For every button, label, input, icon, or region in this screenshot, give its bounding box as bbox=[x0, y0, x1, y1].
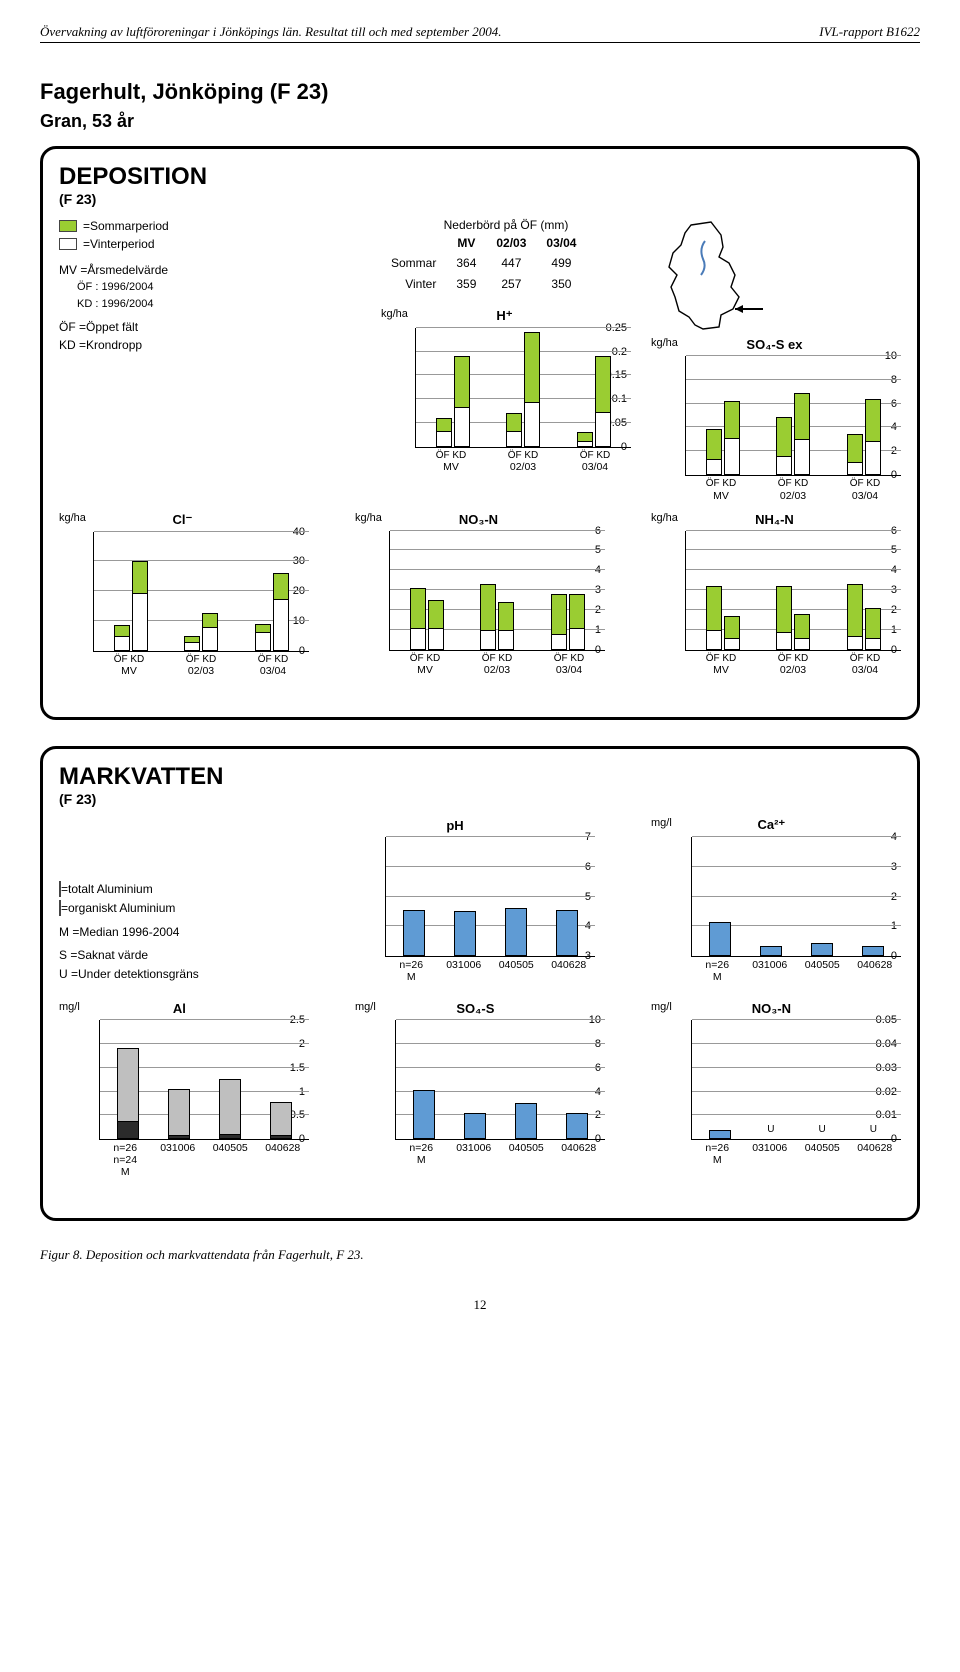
page-header: Övervakning av luftföroreningar i Jönköp… bbox=[40, 24, 920, 43]
page-number: 12 bbox=[40, 1297, 920, 1313]
map-outline bbox=[651, 217, 781, 337]
chart-al: mg/lAl00.511.522.5n=26n=24M0310060405050… bbox=[59, 1001, 309, 1178]
markvatten-title: MARKVATTEN bbox=[59, 763, 901, 791]
species-age: Gran, 53 år bbox=[40, 111, 920, 132]
legend-total-al: =totalt Aluminium bbox=[61, 882, 153, 896]
deposition-sub: (F 23) bbox=[59, 191, 901, 207]
deposition-title: DEPOSITION bbox=[59, 163, 901, 191]
header-left: Övervakning av luftföroreningar i Jönköp… bbox=[40, 24, 502, 40]
header-right: IVL-rapport B1622 bbox=[819, 24, 920, 40]
precip-caption: Nederbörd på ÖF (mm) bbox=[381, 217, 631, 233]
chart-so4-s-ex: kg/haSO₄-S ex0246810ÖF KDMVÖF KD02/03ÖF … bbox=[651, 337, 901, 502]
legend-of-range: ÖF : 1996/2004 bbox=[59, 279, 259, 296]
chart-mv-no3: mg/lNO₃-N00.010.020.030.040.05UUUn=26M03… bbox=[651, 1001, 901, 1178]
figure-caption: Figur 8. Deposition och markvattendata f… bbox=[40, 1247, 920, 1263]
location-title: Fagerhult, Jönköping (F 23) bbox=[40, 79, 920, 105]
legend-summer: =Sommarperiod bbox=[83, 217, 169, 235]
legend-saknat: S =Saknat värde bbox=[59, 946, 289, 965]
markvatten-legend: =totalt Aluminium =organiskt Aluminium M… bbox=[59, 880, 289, 983]
chart-nh4-n: kg/haNH₄-N0123456ÖF KDMVÖF KD02/03ÖF KD0… bbox=[651, 512, 901, 678]
chart-ca: mg/lCa²⁺01234n=26M031006040505040628 bbox=[651, 817, 901, 983]
chart-mv-so4: mg/lSO₄-S0246810n=26M031006040505040628 bbox=[355, 1001, 605, 1178]
markvatten-panel: MARKVATTEN (F 23) =totalt Aluminium =org… bbox=[40, 746, 920, 1221]
legend-winter: =Vinterperiod bbox=[83, 235, 155, 253]
markvatten-sub: (F 23) bbox=[59, 791, 901, 807]
deposition-legend: =Sommarperiod =Vinterperiod MV =Årsmedel… bbox=[59, 217, 259, 502]
legend-kd-range: KD : 1996/2004 bbox=[59, 296, 259, 313]
swatch-winter bbox=[59, 238, 77, 250]
legend-median: M =Median 1996-2004 bbox=[59, 923, 289, 942]
precip-table: Nederbörd på ÖF (mm) MV02/0303/04Sommar3… bbox=[381, 217, 631, 294]
chart-h-plus: kg/haH⁺00.050.10.150.20.25ÖF KDMVÖF KD02… bbox=[381, 308, 631, 474]
deposition-panel: DEPOSITION (F 23) =Sommarperiod =Vinterp… bbox=[40, 146, 920, 720]
chart-cl: kg/haCl⁻010203040ÖF KDMVÖF KD02/03ÖF KD0… bbox=[59, 512, 309, 678]
chart-no3-n: kg/haNO₃-N0123456ÖF KDMVÖF KD02/03ÖF KD0… bbox=[355, 512, 605, 678]
swatch-summer bbox=[59, 220, 77, 232]
legend-of2: ÖF =Öppet fält bbox=[59, 318, 259, 336]
legend-under: U =Under detektionsgräns bbox=[59, 965, 289, 984]
legend-org-al: =organiskt Aluminium bbox=[61, 901, 175, 915]
chart-ph: pH34567n=26M031006040505040628 bbox=[345, 818, 595, 983]
legend-kd2: KD =Krondropp bbox=[59, 336, 259, 354]
legend-mv: MV =Årsmedelvärde bbox=[59, 261, 259, 279]
